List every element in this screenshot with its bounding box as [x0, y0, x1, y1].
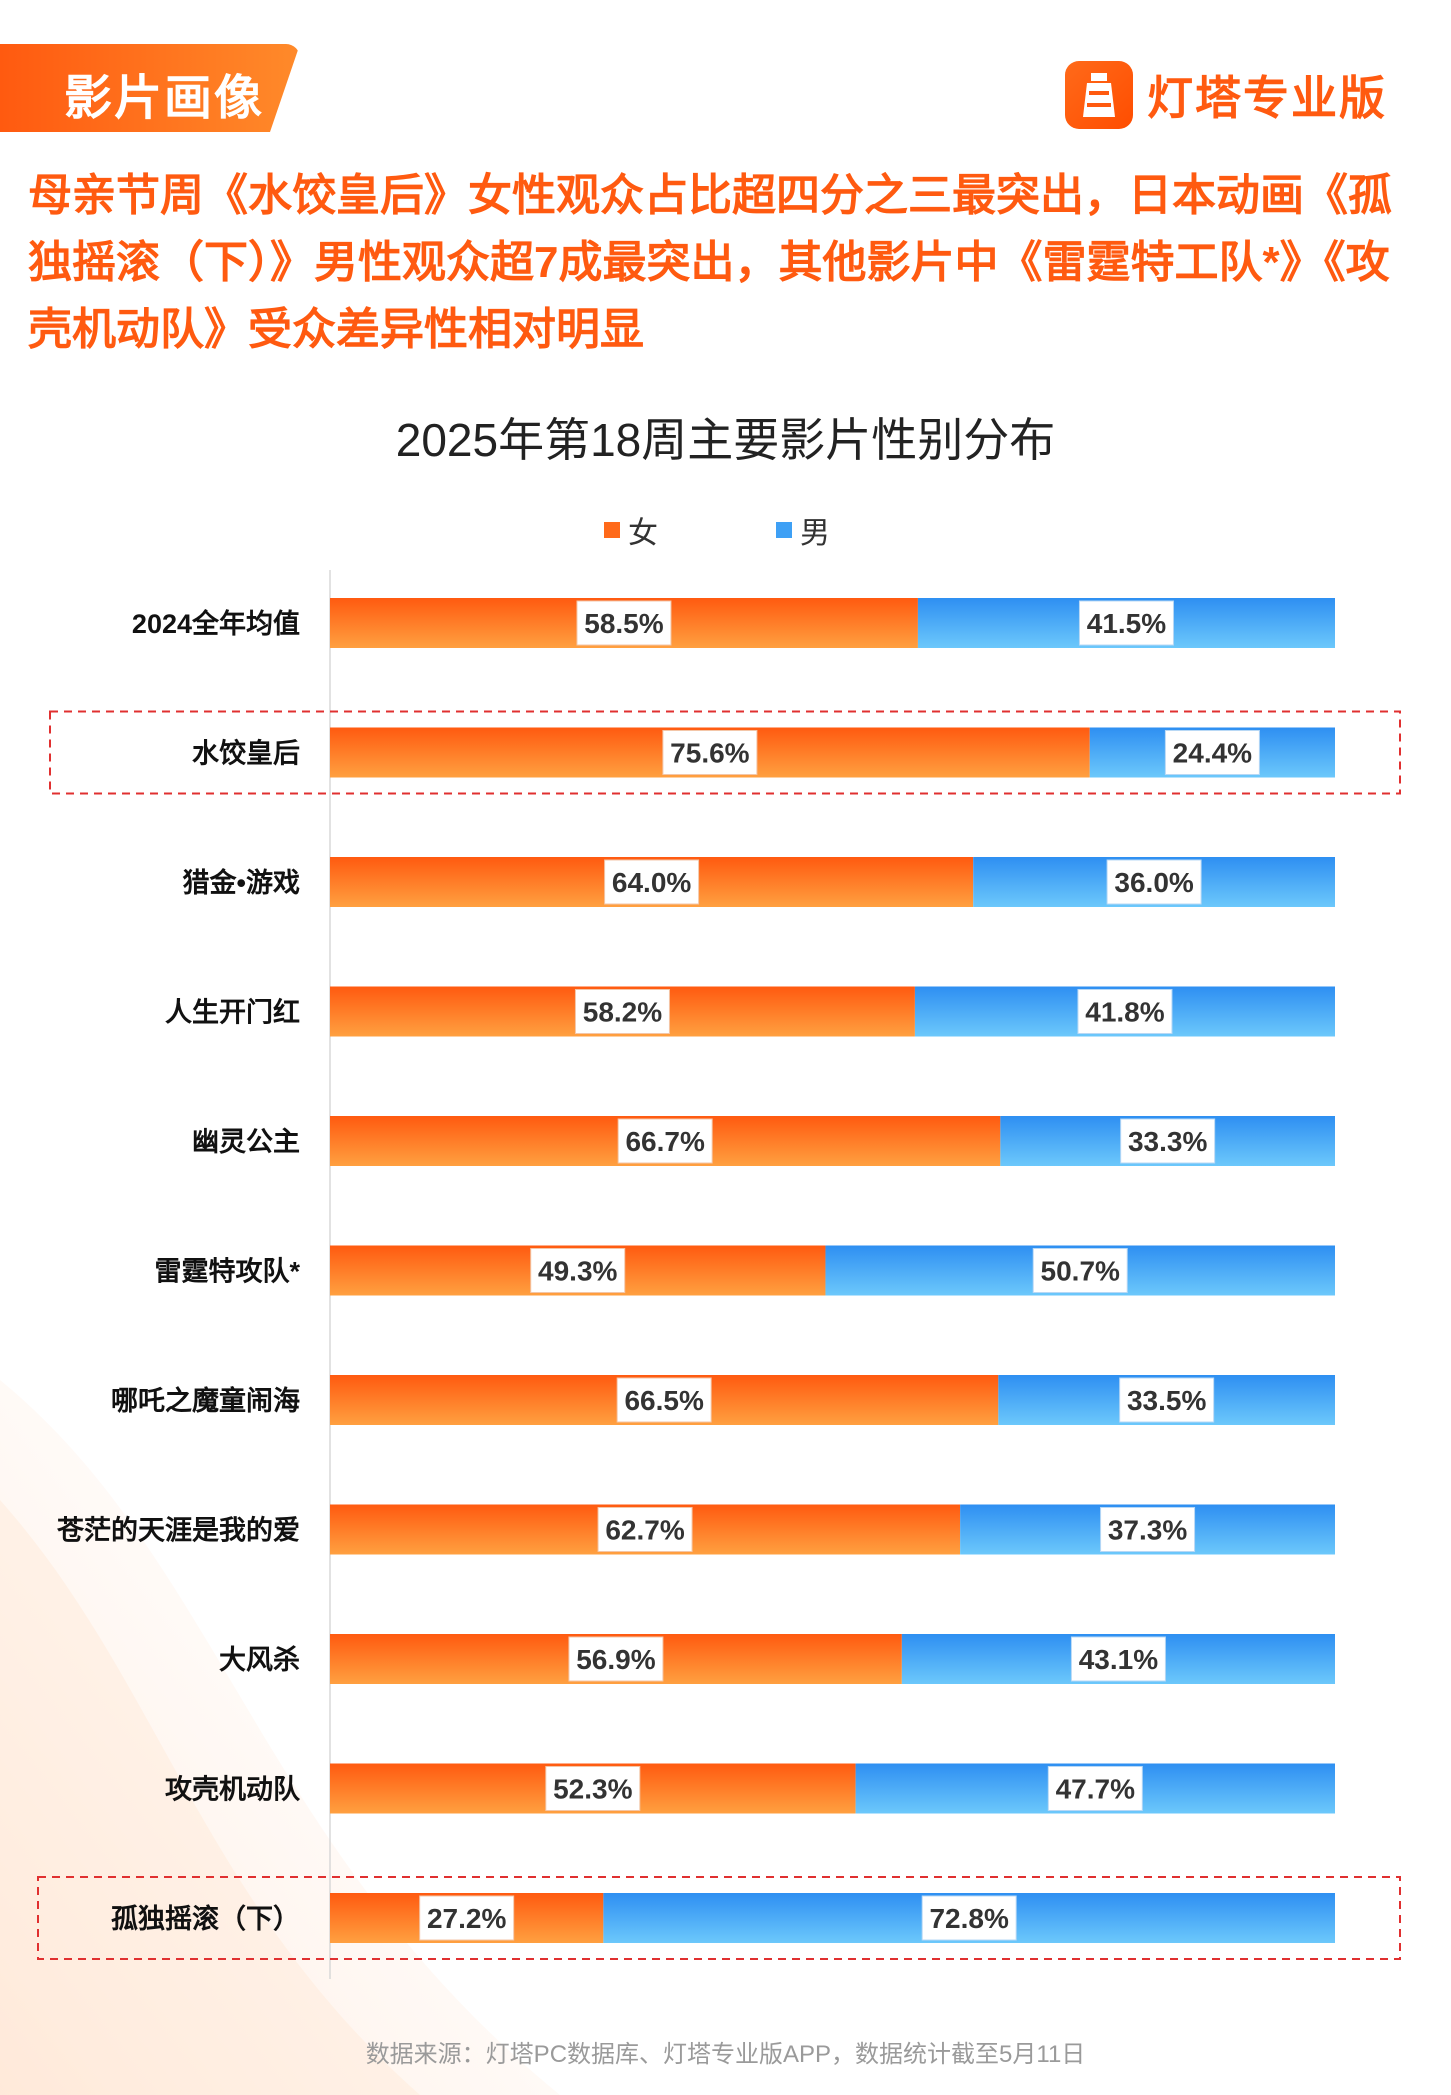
- data-label-box: [1078, 600, 1174, 646]
- data-label-male: 41.5%: [1087, 608, 1166, 639]
- data-label-female: 49.3%: [538, 1256, 617, 1287]
- data-label-male: 37.3%: [1108, 1515, 1187, 1546]
- highlight-frame: [49, 710, 1401, 795]
- data-label-box: [604, 859, 700, 905]
- data-source-footer: 数据来源：灯塔PC数据库、灯塔专业版APP，数据统计截至5月11日: [365, 2041, 1086, 2068]
- data-label-box: [1120, 1118, 1216, 1164]
- data-label-female: 66.7%: [625, 1126, 704, 1157]
- chart-legend: 女 男: [0, 508, 1451, 550]
- category-label: 雷霆特攻队*: [154, 1257, 300, 1287]
- legend-label-female: 女: [628, 517, 658, 550]
- data-label-male: 43.1%: [1079, 1644, 1158, 1675]
- data-label-female: 27.2%: [427, 1903, 506, 1934]
- legend-label-male: 男: [800, 517, 830, 550]
- data-label-female: 62.7%: [605, 1515, 684, 1546]
- data-label-male: 33.5%: [1127, 1385, 1206, 1416]
- section-tag-label: 影片画像: [64, 72, 265, 125]
- data-label-box: [568, 1636, 664, 1682]
- data-label-box: [1106, 859, 1202, 905]
- category-label: 哪吒之魔童闹海: [111, 1385, 300, 1416]
- data-label-box: [921, 1895, 1017, 1941]
- category-label: 人生开门红: [165, 997, 300, 1028]
- data-label-male: 33.3%: [1128, 1126, 1207, 1157]
- data-label-male: 50.7%: [1041, 1256, 1120, 1287]
- legend-item-female: 女: [604, 508, 658, 552]
- headline: 母亲节周《水饺皇后》女性观众占比超四分之三最突出，日本动画《孤独摇滚（下）》男性…: [28, 171, 1392, 354]
- section-tag: 影片画像: [0, 44, 300, 132]
- category-label: 2024全年均值: [132, 608, 300, 639]
- data-label-female: 58.2%: [583, 997, 662, 1028]
- data-label-box: [1070, 1636, 1166, 1682]
- category-label: 攻壳机动队: [165, 1775, 301, 1805]
- data-label-box: [597, 1507, 693, 1552]
- brand-name: 灯塔专业版: [1147, 72, 1387, 124]
- data-label-box: [1047, 1766, 1143, 1811]
- legend-swatch-female: [604, 522, 620, 538]
- data-label-female: 75.6%: [670, 738, 749, 769]
- data-label-male: 41.8%: [1085, 997, 1164, 1028]
- category-label: 大风杀: [219, 1644, 300, 1675]
- data-label-box: [574, 989, 670, 1034]
- category-label: 孤独摇滚（下）: [111, 1903, 300, 1934]
- data-label-male: 47.7%: [1056, 1774, 1135, 1805]
- data-label-box: [1032, 1248, 1128, 1293]
- lighthouse-logo-icon: [1065, 61, 1133, 129]
- category-label: 水饺皇后: [192, 738, 300, 769]
- data-label-male: 36.0%: [1114, 867, 1193, 898]
- data-label-female: 66.5%: [624, 1385, 703, 1416]
- data-label-box: [1077, 989, 1173, 1034]
- data-label-box: [1164, 730, 1260, 775]
- data-label-male: 72.8%: [929, 1903, 1008, 1934]
- data-label-box: [617, 1118, 713, 1164]
- data-label-box: [576, 600, 672, 646]
- category-label: 幽灵公主: [192, 1127, 300, 1157]
- data-label-female: 56.9%: [576, 1644, 655, 1675]
- gender-distribution-chart: 2024全年均值 58.5% 41.5% 水饺皇后 75.6% 24.4% 猎金•游戏 64.…: [37, 570, 1401, 1979]
- legend-item-male: 男: [776, 508, 830, 552]
- category-label: 苍茫的天涯是我的爱: [56, 1515, 300, 1546]
- chart-title: 2025年第18周主要影片性别分布: [395, 414, 1056, 466]
- category-label: 猎金•游戏: [183, 867, 300, 898]
- data-label-box: [662, 730, 758, 775]
- data-label-male: 24.4%: [1173, 738, 1252, 769]
- data-label-female: 64.0%: [612, 867, 691, 898]
- data-label-box: [1100, 1507, 1196, 1552]
- brand: 灯塔专业版: [1065, 60, 1387, 130]
- legend-swatch-male: [776, 522, 792, 538]
- data-label-box: [1119, 1377, 1215, 1423]
- highlight-frame: [37, 1876, 1401, 1960]
- data-label-female: 52.3%: [553, 1774, 632, 1805]
- data-label-box: [616, 1377, 712, 1423]
- data-label-female: 58.5%: [584, 608, 663, 639]
- data-label-box: [530, 1248, 626, 1293]
- data-label-box: [419, 1895, 515, 1941]
- data-label-box: [545, 1766, 641, 1811]
